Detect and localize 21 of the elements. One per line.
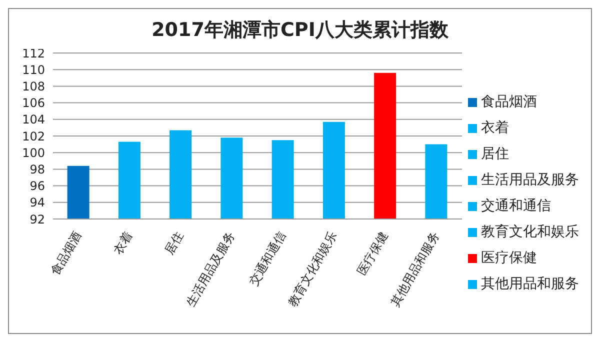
- x-tick-label: 食品烟酒: [48, 229, 84, 278]
- legend-label: 其他用品和服务: [481, 276, 579, 292]
- y-tick-label: 106: [22, 96, 45, 110]
- x-tick-label: 教育文化和娱乐: [286, 229, 340, 309]
- legend-label: 食品烟酒: [481, 94, 537, 110]
- y-tick-label: 100: [22, 146, 45, 160]
- legend-label: 衣着: [481, 120, 509, 136]
- x-tick-label: 衣着: [111, 229, 136, 257]
- legend-label: 生活用品及服务: [481, 172, 579, 188]
- y-tick-label: 108: [22, 79, 45, 94]
- legend-label: 居住: [481, 146, 509, 162]
- y-tick-label: 96: [30, 179, 45, 194]
- y-tick-label: 92: [30, 212, 45, 226]
- legend-label: 交通和通信: [481, 198, 551, 214]
- y-tick-label: 104: [22, 112, 45, 127]
- x-tick-label: 交通和通信: [246, 229, 288, 288]
- y-tick-label: 110: [22, 62, 45, 77]
- y-tick-label: 98: [30, 162, 45, 176]
- y-tick-label: 102: [22, 129, 45, 144]
- chart-title: 2017年湘潭市CPI八大类累计指数: [152, 19, 448, 41]
- y-tick-label: 94: [30, 196, 45, 210]
